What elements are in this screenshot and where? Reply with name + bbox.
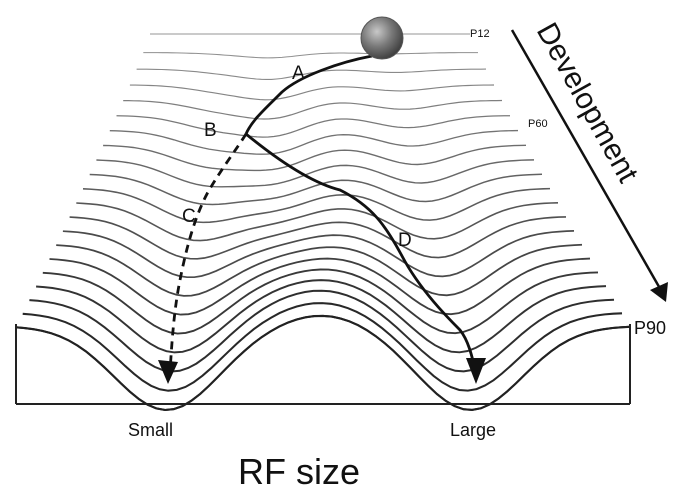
front-profile-line <box>15 314 631 412</box>
contour-line <box>69 216 567 260</box>
contour-line <box>103 144 527 172</box>
path-d-arrowhead <box>466 358 486 384</box>
path-label-d: D <box>398 230 412 251</box>
contour-line <box>109 129 519 155</box>
trajectories <box>158 54 486 384</box>
contour-line <box>36 279 607 354</box>
contour-line <box>22 302 623 392</box>
contour-line <box>143 52 478 59</box>
contour-line <box>89 173 543 206</box>
contour-line <box>56 243 583 297</box>
path-label-c: C <box>182 206 196 227</box>
path-label-b: B <box>204 120 217 141</box>
ball-icon <box>360 16 404 60</box>
landscape-contours <box>15 33 631 412</box>
contour-line <box>49 257 591 316</box>
path-d <box>245 132 478 375</box>
contour-line <box>29 289 615 373</box>
contour-line <box>62 230 575 279</box>
stage-label-end: P90 <box>634 318 666 338</box>
contour-line <box>116 115 510 138</box>
contour-line <box>136 68 487 80</box>
diagram-title: RF size <box>238 451 360 492</box>
contour-line <box>123 99 503 120</box>
contour-line <box>76 202 559 242</box>
contour-line <box>42 268 599 335</box>
landscape-front-face <box>15 314 631 412</box>
stage-label-start: P12 <box>470 28 490 40</box>
path-a <box>244 54 373 135</box>
path-c <box>168 133 248 373</box>
x-label-large: Large <box>450 420 496 440</box>
path-label-a: A <box>292 63 305 84</box>
x-label-small: Small <box>128 420 173 440</box>
path-c-arrowhead <box>158 360 178 384</box>
contour-line <box>82 187 551 224</box>
contour-line <box>129 84 495 101</box>
stage-label-middle: P60 <box>528 118 548 130</box>
development-arrow <box>510 29 668 302</box>
contour-line <box>96 159 535 188</box>
